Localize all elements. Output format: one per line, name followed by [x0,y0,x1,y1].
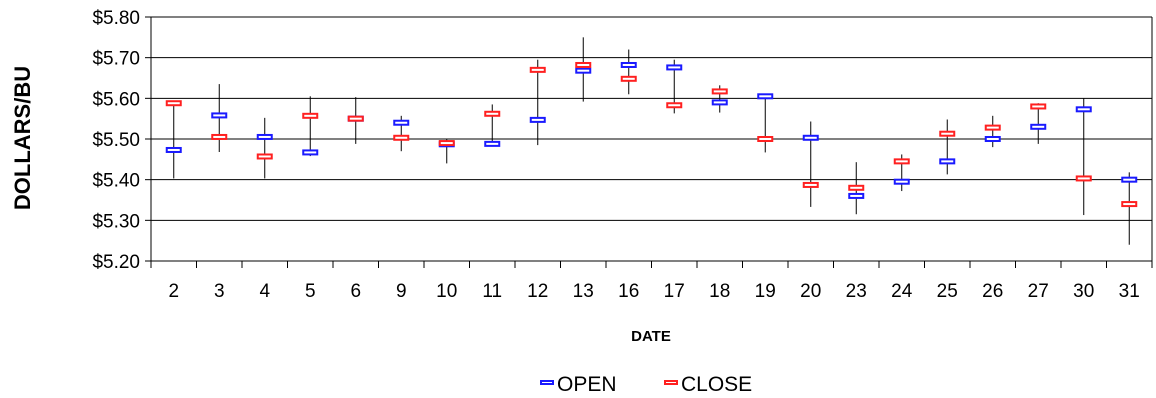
close-marker [711,88,728,95]
close-marker [984,124,1001,131]
close-marker [939,130,956,137]
close-marker [165,100,182,107]
open-marker [848,192,865,199]
close-marker [575,61,592,68]
close-marker [484,110,501,117]
close-marker [347,115,364,122]
legend-close-label: CLOSE [681,373,752,396]
x-tick-label: 25 [937,281,958,302]
open-marker [1030,123,1047,130]
legend-open-label: OPEN [557,373,617,396]
open-marker [711,99,728,106]
open-marker [939,158,956,165]
close-marker [1030,103,1047,110]
close-marker [393,134,410,141]
x-tick-label: 10 [436,281,457,302]
legend-close-swatch [664,380,678,385]
y-tick-label: $5.50 [92,130,140,151]
close-marker [256,153,273,160]
y-axis-title: DOLLARS/BU [10,66,35,210]
x-tick-label: 9 [396,281,407,302]
y-tick-label: $5.40 [92,171,140,192]
y-tick-label: $5.20 [92,252,140,273]
x-tick-label: 30 [1073,281,1094,302]
x-axis-title: DATE [631,328,671,345]
y-tick-label: $5.30 [92,211,140,232]
open-marker [302,149,319,156]
x-tick-label: 31 [1119,281,1140,302]
x-tick-label: 5 [305,281,316,302]
open-marker [529,116,546,123]
close-marker [529,66,546,73]
open-marker [620,61,637,68]
open-marker [757,93,774,100]
open-marker [802,134,819,141]
open-marker [484,140,501,147]
x-tick-label: 27 [1028,281,1049,302]
ohlc-bars [165,37,1138,245]
x-tick-label: 24 [891,281,913,302]
close-marker [211,133,228,140]
close-marker [802,181,819,188]
close-marker [1075,175,1092,182]
x-tick-label: 17 [664,281,685,302]
grid-lines [151,16,1152,262]
open-marker [393,119,410,126]
open-marker [893,178,910,185]
open-marker [1121,176,1138,183]
x-tick-label: 12 [527,281,548,302]
x-axis-ticks: 2 3 4 5 6 9 10 11 12 13 16 17 18 19 20 23 24 25 26 27 30 31 [150,261,1153,302]
x-tick-label: 4 [259,281,270,302]
legend: OPEN CLOSE [540,373,752,396]
open-marker [666,64,683,71]
close-marker [1121,201,1138,208]
legend-open-swatch [540,380,554,385]
x-tick-label: 16 [618,281,639,302]
y-tick-label: $5.60 [92,89,140,110]
close-marker [438,140,455,147]
open-marker [1075,106,1092,113]
open-marker [165,146,182,153]
x-tick-label: 20 [800,281,821,302]
close-marker [620,75,637,82]
x-tick-label: 19 [755,281,776,302]
close-marker [893,158,910,165]
open-marker [256,133,273,140]
x-tick-label: 26 [982,281,1003,302]
close-marker [302,112,319,119]
x-tick-label: 6 [350,281,361,302]
close-marker [848,184,865,191]
open-marker [984,136,1001,142]
x-tick-label: 3 [214,281,225,302]
y-tick-label: $5.70 [92,49,140,70]
x-tick-label: 13 [573,281,594,302]
x-tick-label: 2 [168,281,179,302]
open-marker [211,112,228,119]
y-tick-label: $5.80 [92,8,140,29]
x-tick-label: 23 [846,281,867,302]
y-axis-ticks: $5.20 $5.30 $5.40 $5.50 $5.60 $5.70 $5.80 [92,8,151,273]
x-tick-label: 18 [709,281,730,302]
open-marker [575,67,592,74]
close-marker [666,102,683,109]
x-tick-label: 11 [482,281,502,302]
close-marker [757,136,774,142]
